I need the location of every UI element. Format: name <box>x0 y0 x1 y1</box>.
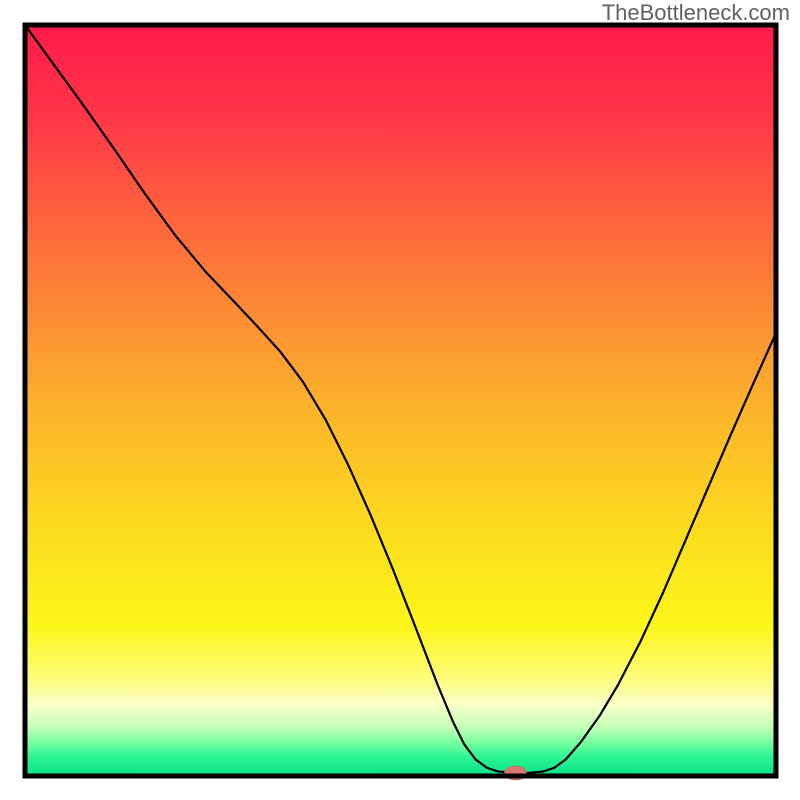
watermark-text: TheBottleneck.com <box>602 0 790 26</box>
plot-background <box>25 25 776 776</box>
chart-container: TheBottleneck.com <box>0 0 800 800</box>
bottleneck-chart <box>0 0 800 800</box>
